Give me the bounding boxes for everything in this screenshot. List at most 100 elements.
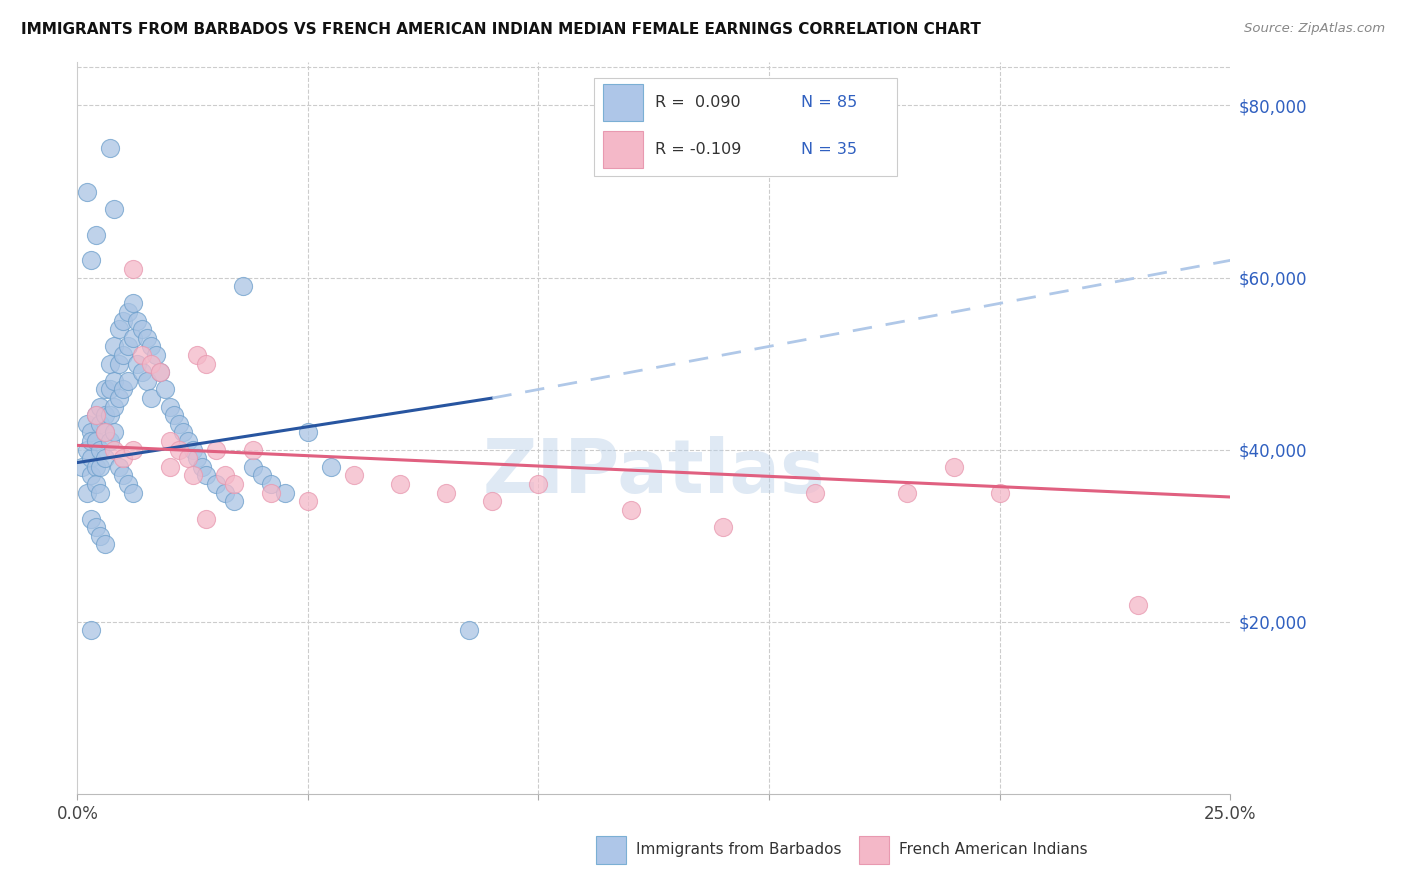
Point xyxy=(121,262,143,277)
Point xyxy=(84,434,107,448)
Point xyxy=(711,520,734,534)
Point xyxy=(84,409,107,423)
Point xyxy=(242,442,264,457)
Point xyxy=(94,425,117,440)
Point xyxy=(804,485,827,500)
Point xyxy=(242,459,264,474)
Point xyxy=(84,227,107,242)
Point xyxy=(527,477,550,491)
Point xyxy=(149,365,172,379)
Text: N = 35: N = 35 xyxy=(801,142,856,157)
Point xyxy=(80,253,103,268)
Point xyxy=(89,442,111,457)
Point xyxy=(117,339,139,353)
Point xyxy=(84,477,107,491)
Point xyxy=(274,485,297,500)
Point xyxy=(988,485,1011,500)
Point xyxy=(103,339,125,353)
Point xyxy=(177,434,200,448)
Point xyxy=(108,357,131,371)
Point xyxy=(319,459,342,474)
Point xyxy=(224,477,246,491)
Point xyxy=(94,409,117,423)
Point xyxy=(89,485,111,500)
Point xyxy=(389,477,412,491)
Point xyxy=(297,425,319,440)
Point xyxy=(163,409,186,423)
Point xyxy=(80,434,103,448)
Point xyxy=(121,485,143,500)
Point xyxy=(80,468,103,483)
Point xyxy=(112,383,135,397)
Point xyxy=(1126,598,1149,612)
Point xyxy=(89,529,111,543)
Point xyxy=(89,459,111,474)
Text: ZIPatlas: ZIPatlas xyxy=(482,435,825,508)
Point xyxy=(177,451,200,466)
Point xyxy=(112,451,135,466)
Point xyxy=(84,520,107,534)
Point xyxy=(135,331,157,345)
Point xyxy=(260,485,283,500)
Point xyxy=(181,468,204,483)
Point xyxy=(70,459,93,474)
Point xyxy=(127,357,149,371)
Point xyxy=(103,442,125,457)
Point xyxy=(117,477,139,491)
Point xyxy=(103,425,125,440)
Point xyxy=(204,442,226,457)
Point xyxy=(131,348,153,362)
Text: IMMIGRANTS FROM BARBADOS VS FRENCH AMERICAN INDIAN MEDIAN FEMALE EARNINGS CORREL: IMMIGRANTS FROM BARBADOS VS FRENCH AMERI… xyxy=(21,22,981,37)
Point xyxy=(108,391,131,405)
Point xyxy=(121,296,143,310)
Point xyxy=(98,434,121,448)
Point xyxy=(195,468,218,483)
Point xyxy=(103,400,125,414)
Point xyxy=(195,357,218,371)
Text: R =  0.090: R = 0.090 xyxy=(655,95,741,110)
Text: R = -0.109: R = -0.109 xyxy=(655,142,742,157)
Text: French American Indians: French American Indians xyxy=(900,842,1088,857)
Point xyxy=(94,537,117,551)
Bar xyxy=(596,837,626,863)
Point xyxy=(112,348,135,362)
Point xyxy=(121,442,143,457)
Point xyxy=(94,425,117,440)
Point xyxy=(94,451,117,466)
FancyBboxPatch shape xyxy=(593,78,897,177)
Point xyxy=(103,202,125,216)
Point xyxy=(620,503,643,517)
Point xyxy=(181,442,204,457)
Point xyxy=(135,374,157,388)
Point xyxy=(108,322,131,336)
Point xyxy=(108,459,131,474)
Point xyxy=(167,442,190,457)
Point xyxy=(139,339,162,353)
Point xyxy=(195,511,218,525)
Text: Source: ZipAtlas.com: Source: ZipAtlas.com xyxy=(1244,22,1385,36)
Point xyxy=(343,468,366,483)
Point xyxy=(98,141,121,155)
Point xyxy=(297,494,319,508)
Point xyxy=(172,425,194,440)
Point xyxy=(80,451,103,466)
Point xyxy=(117,305,139,319)
Point xyxy=(121,331,143,345)
Point xyxy=(80,425,103,440)
Point xyxy=(76,485,98,500)
Point xyxy=(84,459,107,474)
Point xyxy=(76,185,98,199)
Point xyxy=(139,391,162,405)
Bar xyxy=(603,131,643,168)
Point xyxy=(98,383,121,397)
Point xyxy=(112,468,135,483)
Point xyxy=(145,348,167,362)
Point xyxy=(232,279,254,293)
Point xyxy=(76,442,98,457)
Point xyxy=(98,409,121,423)
Point xyxy=(127,313,149,327)
Bar xyxy=(859,837,889,863)
Point xyxy=(89,417,111,431)
Point xyxy=(80,624,103,638)
Point xyxy=(191,459,214,474)
